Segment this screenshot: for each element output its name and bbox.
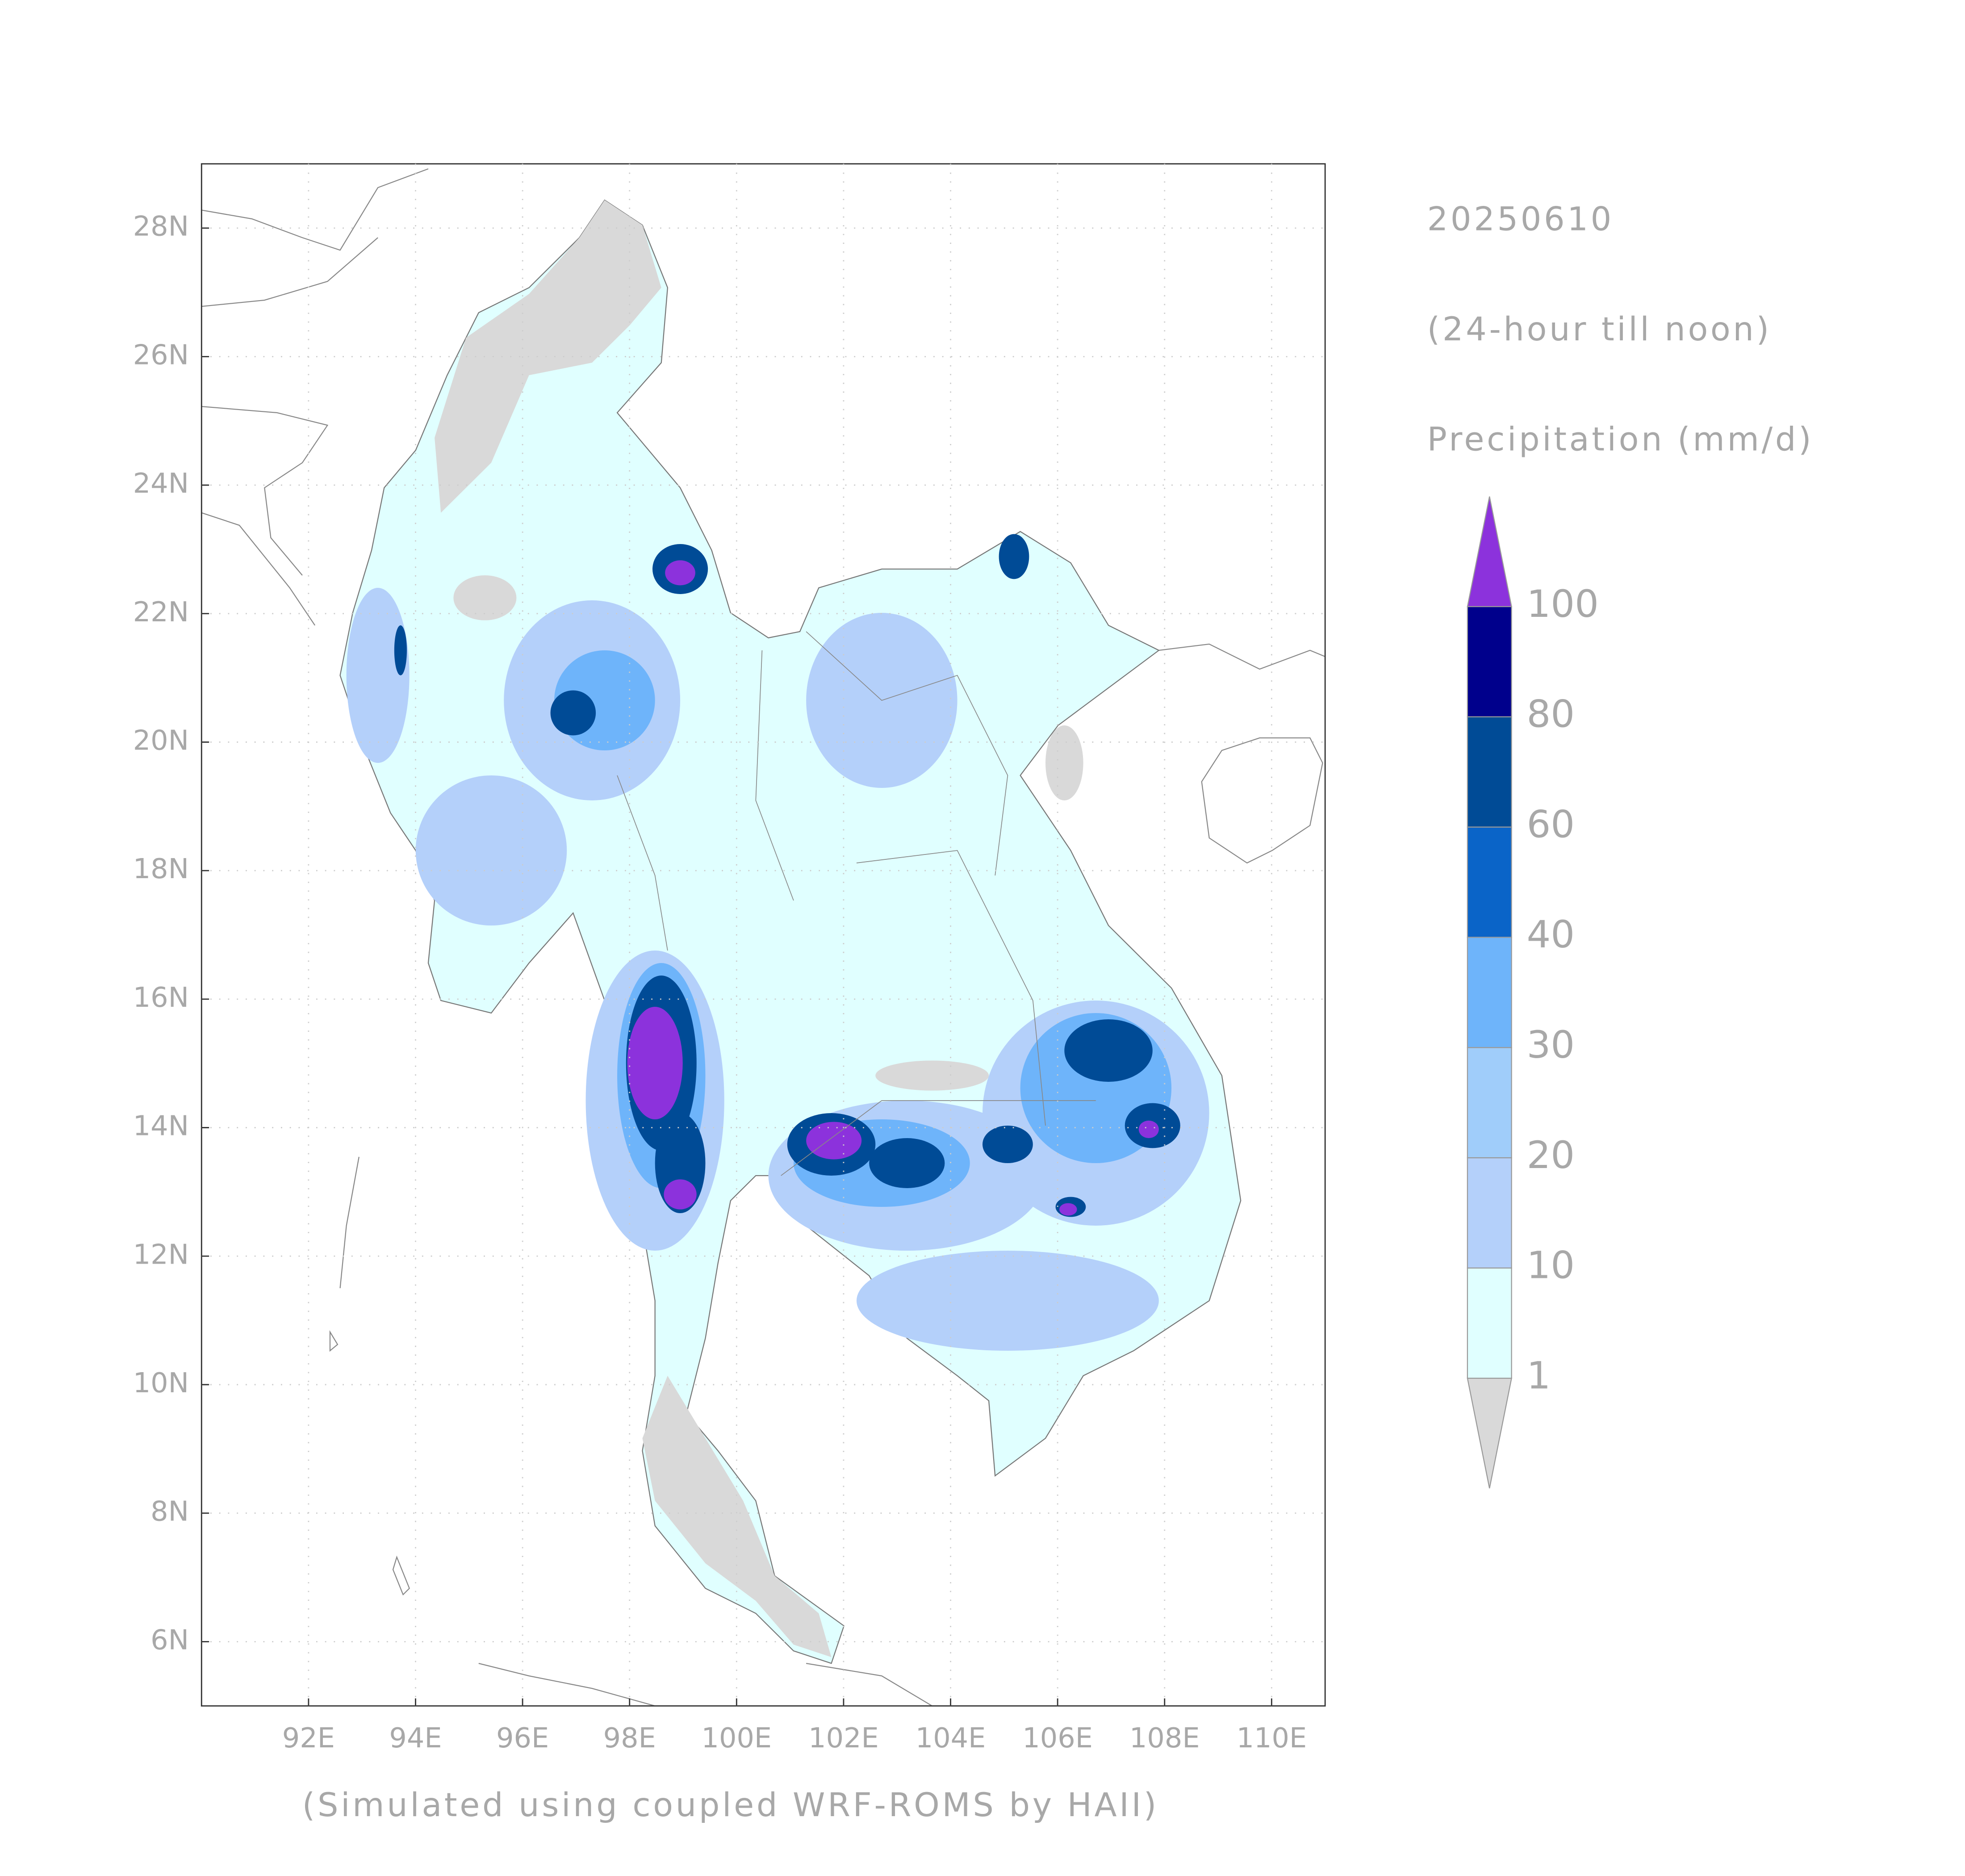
y-tick-label: 16N: [133, 981, 189, 1013]
x-tick-label: 108E: [1129, 1722, 1200, 1754]
x-tick-label: 106E: [1022, 1722, 1093, 1754]
y-tick-label: 28N: [133, 210, 189, 243]
borders: [617, 631, 1096, 1176]
colorbar-over: [1467, 496, 1512, 607]
coastlines: [201, 168, 1325, 1706]
period-subtitle: (24-hour till noon): [1427, 310, 1772, 348]
colorbar-label: 80: [1526, 692, 1575, 736]
y-tick-label: 26N: [133, 339, 189, 371]
colorbar-box: [1467, 1267, 1512, 1379]
x-tick-label: 98E: [603, 1722, 656, 1754]
colorbar-label: 30: [1526, 1023, 1575, 1067]
x-tick-label: 104E: [916, 1722, 986, 1754]
y-tick-label: 10N: [133, 1367, 189, 1399]
y-tick-label: 8N: [151, 1495, 189, 1528]
y-tick-label: 12N: [133, 1238, 189, 1270]
x-tick-label: 96E: [496, 1722, 549, 1754]
colorbar-label: 1: [1526, 1354, 1551, 1398]
colorbar-box: [1467, 826, 1512, 938]
colorbar-label: 60: [1526, 803, 1575, 846]
y-tick-label: 6N: [151, 1624, 189, 1656]
y-tick-label: 18N: [133, 853, 189, 885]
y-tick-label: 20N: [133, 724, 189, 757]
x-tick-label: 92E: [282, 1722, 335, 1754]
variable-label: Precipitation (mm/d): [1427, 421, 1814, 459]
x-tick-label: 110E: [1237, 1722, 1307, 1754]
colorbar-box: [1467, 1157, 1512, 1269]
colorbar-label: 10: [1526, 1244, 1575, 1287]
footer-note: (Simulated using coupled WRF-ROMS by HAI…: [302, 1786, 1159, 1824]
colorbar-label: 20: [1526, 1133, 1575, 1177]
colorbar-box: [1467, 606, 1512, 717]
map-layer: [201, 168, 1325, 1706]
y-tick-label: 22N: [133, 596, 189, 628]
x-tick-label: 102E: [808, 1722, 879, 1754]
colorbar-under: [1467, 1378, 1512, 1489]
colorbar-box: [1467, 716, 1512, 828]
y-tick-label: 24N: [133, 467, 189, 499]
colorbar-box: [1467, 937, 1512, 1048]
colorbar-label: 100: [1526, 582, 1598, 626]
rain-over-100: [627, 560, 1159, 1216]
dry-areas: [435, 200, 1083, 1657]
plot-frame: [201, 163, 1326, 1707]
colorbar-box: [1467, 1047, 1512, 1159]
colorbar-label: 40: [1526, 913, 1575, 957]
date-title: 20250610: [1427, 201, 1614, 239]
x-tick-label: 100E: [702, 1722, 772, 1754]
y-tick-label: 14N: [133, 1110, 189, 1142]
x-tick-label: 94E: [389, 1722, 442, 1754]
